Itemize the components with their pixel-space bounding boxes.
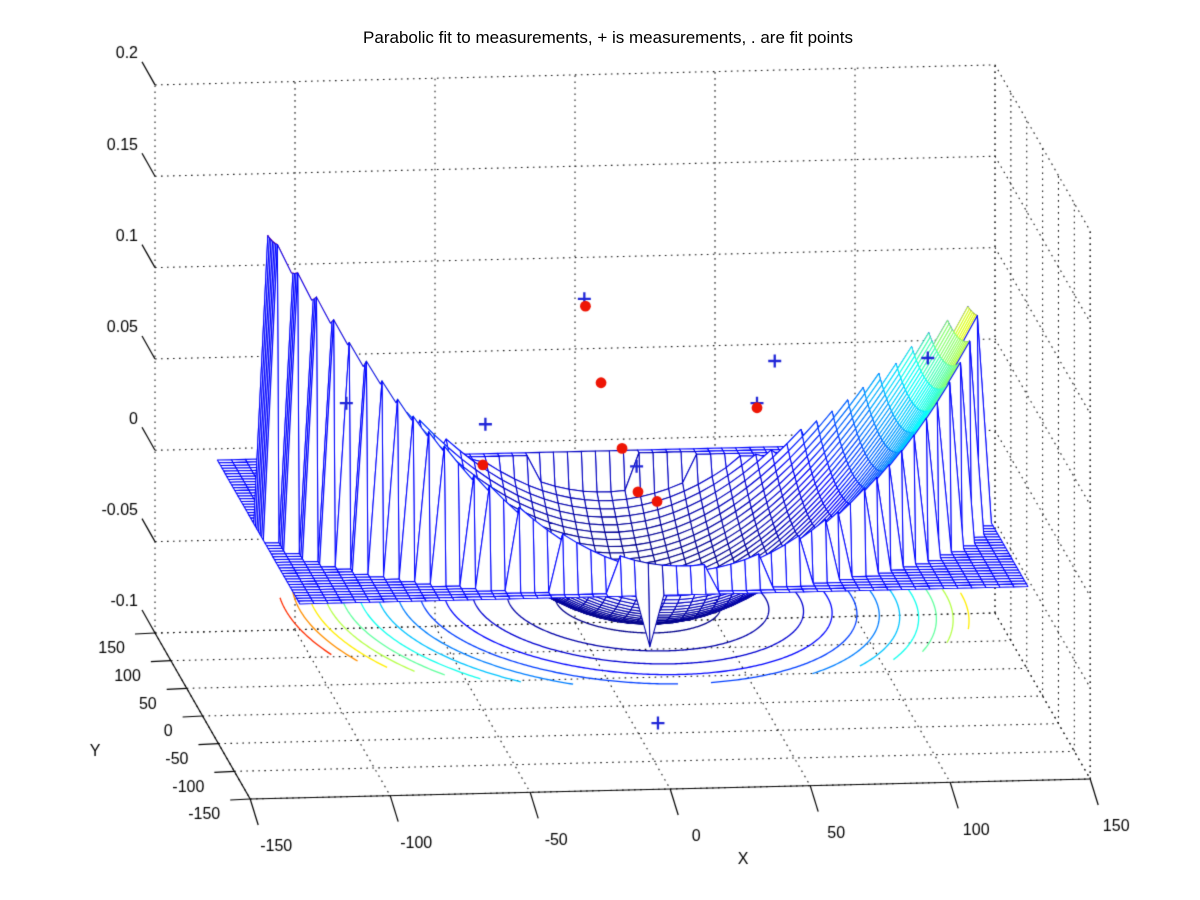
plot-title: Parabolic fit to measurements, + is meas… (363, 28, 853, 47)
